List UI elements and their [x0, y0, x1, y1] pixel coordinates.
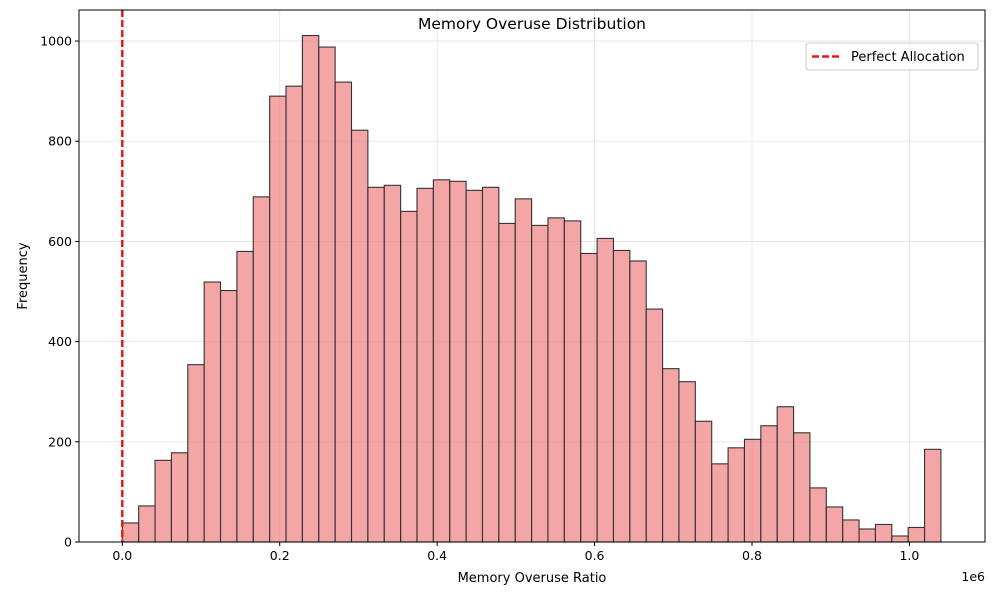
histogram-bar [678, 381, 696, 543]
histogram-bar [383, 184, 402, 543]
histogram-bar [825, 506, 844, 543]
histogram-bar [743, 438, 762, 543]
histogram-bar [842, 519, 860, 543]
histogram-bar [400, 210, 418, 543]
legend-label-perfect-allocation: Perfect Allocation [851, 50, 965, 65]
x-tick-label: 0.6 [585, 548, 605, 563]
histogram-bar [809, 487, 827, 543]
histogram-bar [563, 220, 582, 543]
bars-layer [121, 34, 942, 543]
histogram-bar [694, 420, 713, 543]
histogram-bar [760, 425, 778, 543]
histogram-bar [465, 189, 484, 543]
histogram-bar [138, 505, 156, 543]
histogram-bar [596, 237, 615, 543]
histogram-bar [858, 528, 876, 543]
histogram-bar [629, 260, 647, 543]
histogram-bar [793, 432, 811, 543]
histogram-bar [416, 187, 434, 543]
histogram-bar [285, 85, 303, 543]
histogram-bar [203, 281, 222, 543]
histogram-bar [662, 368, 680, 543]
histogram-bar [236, 250, 254, 543]
legend-box [805, 42, 979, 71]
x-axis-offset-label: 1e6 [961, 569, 985, 584]
histogram-bar [547, 217, 565, 543]
x-axis-title: Memory Overuse Ratio [458, 571, 607, 586]
histogram-bar [531, 224, 549, 543]
x-tick-label: 0.8 [742, 548, 762, 563]
histogram-bar [923, 448, 942, 543]
y-tick-label: 400 [48, 334, 72, 349]
x-tick-label: 0.0 [112, 548, 132, 563]
histogram-bar [907, 526, 926, 543]
histogram-bar [318, 46, 336, 543]
histogram-bar [367, 186, 385, 543]
y-tick-label: 1000 [40, 34, 72, 49]
histogram-bar [301, 34, 320, 543]
histogram-bar [154, 459, 172, 543]
histogram-bar [612, 249, 631, 543]
y-tick-label: 200 [48, 434, 72, 449]
ticks-layer: 0.0 0.2 0.4 0.6 0.8 1.0 0 200 400 600 800 1000 [40, 34, 919, 563]
y-tick-label: 800 [48, 134, 72, 149]
y-tick-label: 0 [64, 535, 72, 550]
histogram-bar [727, 447, 745, 543]
x-tick-label: 0.4 [427, 548, 447, 563]
histogram-bar [219, 289, 238, 543]
histogram-bar [121, 522, 140, 543]
histogram-bar [481, 186, 500, 543]
y-tick-label: 600 [48, 234, 72, 249]
histogram-bar [776, 406, 795, 543]
histogram-bar [711, 463, 729, 543]
histogram-bar [350, 129, 369, 543]
histogram-bar [580, 252, 598, 543]
histogram-bar [449, 180, 467, 543]
histogram-bar [514, 198, 533, 543]
histogram-bar [891, 535, 909, 543]
histogram-bar [334, 81, 353, 543]
histogram-bar [432, 179, 451, 543]
plot-area-frame [78, 9, 986, 543]
chart-title: Memory Overuse Distribution [418, 15, 646, 33]
histogram-bar [252, 196, 271, 543]
y-axis-title: Frequency [16, 242, 31, 309]
histogram-bar [874, 523, 893, 543]
histogram-bar [645, 308, 664, 543]
histogram-bar [187, 364, 205, 543]
x-tick-label: 0.2 [270, 548, 290, 563]
histogram-bar [269, 95, 287, 543]
x-tick-label: 1.0 [899, 548, 919, 563]
legend: Perfect Allocation [805, 42, 979, 71]
histogram-bar [170, 452, 189, 543]
histogram-bar [498, 222, 516, 543]
